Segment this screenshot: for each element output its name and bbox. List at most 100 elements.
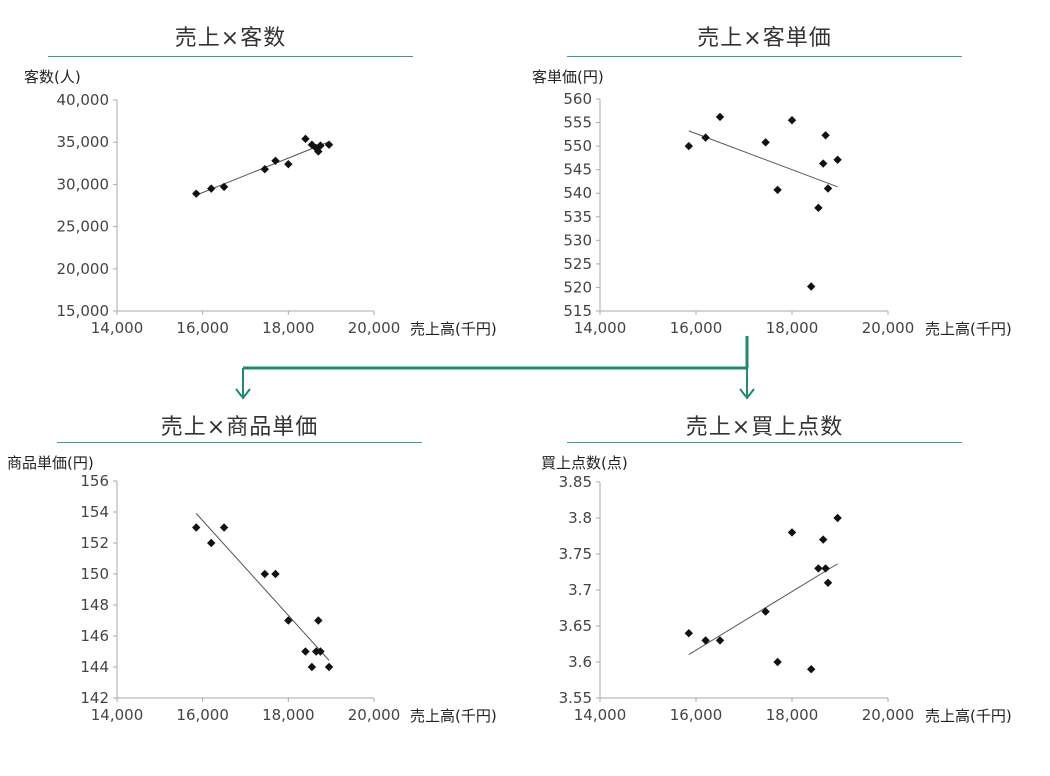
data-point	[787, 528, 797, 537]
y-tick-label: 3.75	[559, 545, 592, 563]
y-tick-label: 560	[563, 90, 592, 108]
chart-title: 売上×買上点数	[685, 415, 844, 440]
data-point	[823, 184, 833, 193]
x-tick-label: 18,000	[262, 706, 315, 724]
y-tick-label: 152	[80, 534, 109, 552]
y-tick-label: 525	[563, 255, 592, 273]
y-tick-label: 550	[563, 137, 592, 155]
x-tick-label: 14,000	[91, 706, 144, 724]
data-point	[814, 203, 823, 213]
data-point	[271, 569, 280, 579]
y-tick-label: 30,000	[57, 175, 110, 193]
y-tick-label: 3.7	[568, 581, 592, 599]
data-point	[284, 616, 293, 625]
data-point	[316, 647, 325, 656]
x-tick-label: 16,000	[670, 706, 723, 724]
y-tick-label: 515	[563, 302, 592, 320]
chart-panel-unit-price: 売上×商品単価 商品単価(円) 売上高(千円) 142 144 146 148 150 152 1…	[0, 395, 525, 776]
x-tick-label: 14,000	[574, 319, 627, 337]
scatter-plot-items-per-customer: 3.55 3.6 3.65 3.7 3.75 3.8 3.85 14,000 16,000 18,…	[559, 473, 915, 724]
data-point	[219, 182, 229, 192]
y-tick-label: 520	[563, 278, 592, 296]
y-tick-label: 3.65	[559, 617, 592, 635]
data-point	[833, 513, 842, 523]
x-axis-label: 売上高(千円)	[925, 320, 1012, 338]
y-axis-label: 客単価(円)	[532, 68, 604, 86]
x-tick-label: 18,000	[766, 706, 819, 724]
data-point	[715, 636, 725, 645]
y-tick-label: 3.85	[559, 473, 592, 491]
data-point	[773, 657, 782, 667]
trend-line	[688, 130, 838, 188]
x-tick-label: 14,000	[91, 319, 144, 337]
scatter-plot-customers: 15,000 20,000 25,000 30,000 35,000 40,000 14,0…	[57, 91, 401, 337]
y-tick-label: 150	[80, 565, 109, 583]
y-tick-label: 545	[563, 161, 592, 179]
title-underline	[57, 442, 422, 443]
y-tick-label: 535	[563, 208, 592, 226]
data-point	[260, 569, 269, 579]
data-point	[314, 616, 323, 625]
x-axis-label: 売上高(千円)	[410, 320, 497, 338]
y-tick-label: 156	[80, 472, 109, 490]
x-tick-label: 16,000	[176, 706, 229, 724]
data-point	[324, 140, 334, 149]
title-underline	[567, 56, 962, 57]
data-point	[207, 184, 216, 193]
data-point	[207, 538, 216, 548]
y-tick-label: 20,000	[57, 260, 110, 278]
chart-title: 売上×商品単価	[160, 415, 319, 440]
trend-line	[195, 513, 330, 661]
data-point	[271, 156, 280, 165]
y-tick-label: 146	[80, 627, 109, 645]
x-tick-label: 14,000	[574, 706, 627, 724]
y-axis-label: 買上点数(点)	[541, 454, 628, 472]
data-point	[311, 143, 321, 153]
y-tick-label: 35,000	[57, 133, 110, 151]
data-point	[260, 165, 269, 174]
y-tick-label: 3.6	[568, 653, 592, 671]
x-tick-label: 18,000	[766, 319, 819, 337]
title-underline	[48, 56, 413, 57]
data-point	[787, 116, 797, 125]
x-tick-label: 20,000	[862, 706, 915, 724]
trend-line	[688, 563, 838, 655]
x-tick-label: 16,000	[176, 319, 229, 337]
x-tick-label: 16,000	[670, 319, 723, 337]
y-tick-label: 148	[80, 596, 109, 614]
title-underline	[567, 442, 962, 443]
y-tick-label: 154	[80, 503, 109, 521]
chart-panel-avg-spend: 売上×客単価客単価(円) 売上高(千円) 515 520 525 530 535 540 545…	[525, 0, 1050, 370]
x-axis-label: 売上高(千円)	[925, 707, 1012, 725]
y-tick-label: 530	[563, 231, 592, 249]
data-point	[301, 647, 310, 656]
y-tick-label: 144	[80, 658, 109, 676]
y-tick-label: 3.8	[568, 509, 592, 527]
chart-title: 売上×客数	[174, 26, 287, 51]
data-point	[192, 189, 201, 198]
x-tick-label: 20,000	[348, 706, 401, 724]
data-point	[324, 662, 334, 672]
scatter-plot-unit-price: 142 144 146 148 150 152 154 156 14,000 16,000 18,0…	[80, 472, 401, 724]
data-point	[715, 112, 725, 122]
y-tick-label: 142	[80, 689, 109, 707]
chart-title: 売上×客単価	[697, 26, 832, 51]
x-axis-label: 売上高(千円)	[410, 707, 497, 725]
x-tick-label: 20,000	[862, 319, 915, 337]
chart-panel-items-per-customer: 売上×買上点数 買上点数(点) 売上高(千円) 3.55 3.6 3.65 3.7 3.75 3…	[525, 395, 1050, 776]
scatter-plot-avg-spend: 515 520 525 530 535 540 545 550 555 560 14,000 16,0…	[563, 90, 915, 337]
chart-panel-customers: 売上×客数 客数(人) 売上高(千円) 15,000 20,000 25,000 30,00…	[0, 0, 525, 370]
y-tick-label: 25,000	[57, 218, 110, 236]
y-axis-label: 商品単価(円)	[7, 454, 94, 472]
y-tick-label: 3.55	[559, 689, 592, 707]
y-axis-label: 客数(人)	[24, 68, 81, 86]
arrowhead-left-icon	[235, 388, 251, 400]
x-tick-label: 18,000	[262, 319, 315, 337]
data-point	[219, 523, 229, 532]
data-point	[192, 523, 201, 532]
y-tick-label: 540	[563, 184, 592, 202]
data-point	[833, 155, 842, 164]
data-point	[316, 141, 325, 150]
y-tick-label: 40,000	[57, 91, 110, 109]
